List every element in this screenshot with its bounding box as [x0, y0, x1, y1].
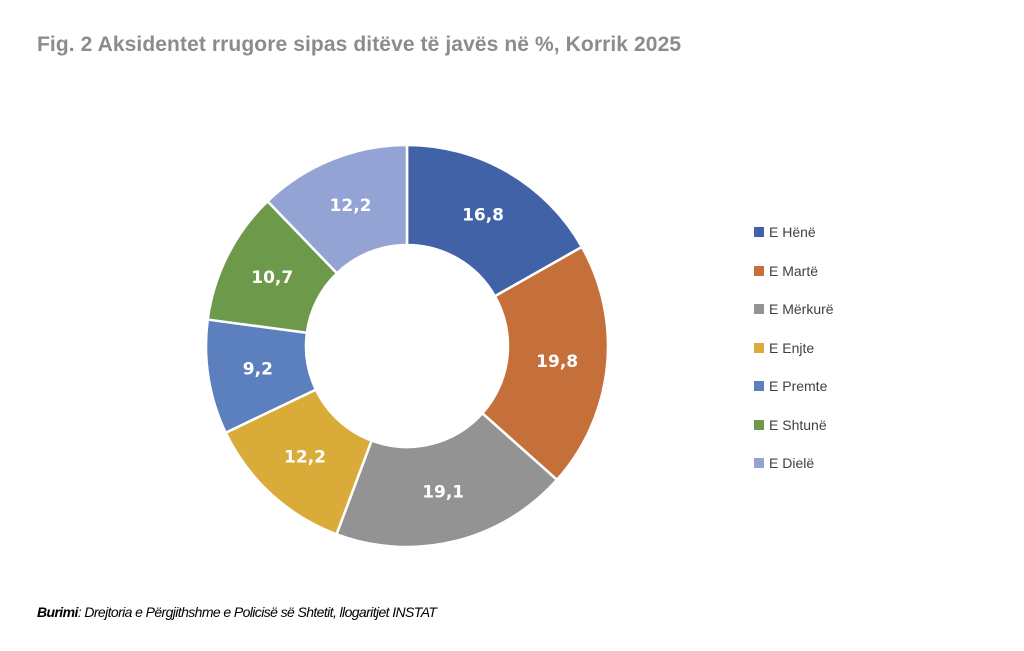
chart-title: Fig. 2 Aksidentet rrugore sipas ditëve t…	[37, 33, 682, 56]
donut-slice-6	[266, 143, 409, 275]
legend-swatch	[754, 381, 764, 392]
legend-label: E Dielë	[769, 455, 815, 472]
source-text: : Drejtoria e Përgjithshme e Policisë së…	[77, 604, 437, 620]
donut-slice-1	[481, 245, 610, 482]
legend-label: E Mërkurë	[769, 301, 834, 318]
donut-slice-labels: 16,8 19,8 19,1 12,2 9,2 10,7 12,2	[243, 196, 578, 503]
legend-swatch	[754, 265, 764, 276]
legend-label: E Martë	[769, 262, 819, 279]
legend-swatch	[754, 458, 764, 469]
legend-label: E Shtunë	[769, 416, 827, 433]
chart-legend: E Hënë E Martë E Mërkurë E Enjte E Premte E S…	[754, 213, 834, 483]
legend-label: E Hënë	[769, 224, 816, 241]
legend-swatch	[754, 342, 764, 353]
donut-slices	[204, 143, 610, 549]
legend-item: E Hënë	[754, 213, 834, 252]
legend-item: E Martë	[754, 252, 834, 291]
source-note: Burimi: Drejtoria e Përgjithshme e Polic…	[37, 604, 437, 620]
legend-item: E Enjte	[754, 329, 834, 368]
legend-swatch	[754, 304, 764, 315]
donut-slice-2	[335, 412, 559, 549]
legend-swatch	[754, 227, 764, 238]
slice-data-label-0: 16,8	[462, 206, 504, 226]
slice-data-label-6: 12,2	[330, 196, 372, 216]
slice-data-label-2: 19,1	[422, 483, 464, 503]
slice-data-label-1: 19,8	[536, 352, 578, 372]
legend-item: E Dielë	[754, 444, 834, 483]
slice-data-label-4: 9,2	[243, 360, 273, 380]
legend-swatch	[754, 419, 764, 430]
legend-item: E Mërkurë	[754, 290, 834, 329]
slice-data-label-5: 10,7	[251, 268, 293, 288]
source-label: Burimi	[37, 604, 78, 620]
legend-label: E Enjte	[769, 339, 815, 356]
legend-label: E Premte	[769, 378, 828, 395]
legend-item: E Premte	[754, 367, 834, 406]
slice-data-label-3: 12,2	[284, 447, 326, 467]
legend-item: E Shtunë	[754, 406, 834, 445]
donut-slice-0	[405, 143, 584, 298]
